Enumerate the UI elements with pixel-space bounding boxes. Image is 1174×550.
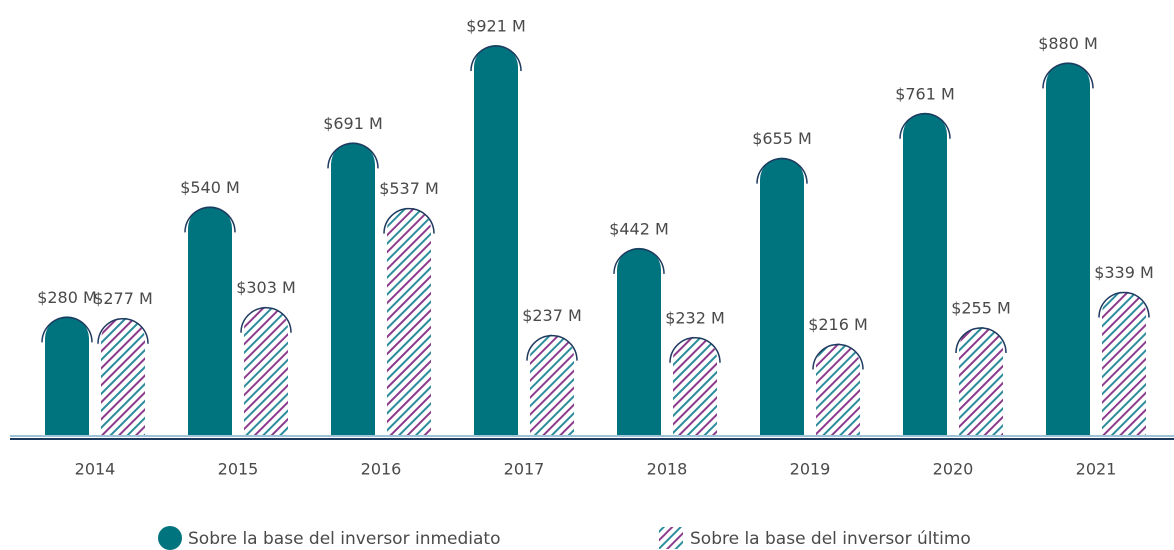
value-label: $921 M <box>466 17 526 36</box>
value-label: $880 M <box>1038 34 1098 53</box>
bar-cap <box>383 207 435 234</box>
bar-cap <box>41 316 93 343</box>
bar-cap <box>184 206 236 233</box>
x-tick-label: 2021 <box>1076 460 1117 479</box>
value-label: $537 M <box>379 179 439 198</box>
bar <box>331 142 375 435</box>
bar <box>188 206 233 435</box>
x-tick-label: 2014 <box>75 460 116 479</box>
bar-cap <box>526 334 578 361</box>
bar-cap <box>756 157 808 184</box>
bar <box>816 343 860 435</box>
bar <box>530 334 574 435</box>
value-label: $280 M <box>37 288 97 307</box>
value-label: $655 M <box>752 129 812 148</box>
bar-cap <box>1042 62 1094 89</box>
bar <box>45 316 89 435</box>
bar <box>1046 62 1090 435</box>
bar <box>959 327 1003 435</box>
legend-swatch <box>158 526 182 550</box>
bar-cap <box>613 248 665 274</box>
x-tick-label: 2018 <box>647 460 688 479</box>
x-tick-label: 2016 <box>361 460 402 479</box>
legend-label: Sobre la base del inversor inmediato <box>188 529 500 549</box>
bar <box>760 157 804 435</box>
bar-cap <box>240 307 292 333</box>
bar <box>903 112 947 435</box>
value-label: $540 M <box>180 178 240 197</box>
bar <box>474 45 518 435</box>
legend-label: Sobre la base del inversor último <box>690 529 971 549</box>
bar-cap <box>669 337 721 363</box>
x-tick-label: 2020 <box>933 460 974 479</box>
bar <box>387 207 431 435</box>
value-label: $255 M <box>951 299 1011 318</box>
bar-cap <box>812 343 864 370</box>
x-tick-label: 2017 <box>504 460 545 479</box>
x-tick-label: 2019 <box>790 460 831 479</box>
value-label: $761 M <box>895 84 955 103</box>
value-label: $442 M <box>609 219 669 238</box>
bar-cap <box>97 318 149 344</box>
value-label: $339 M <box>1094 263 1154 282</box>
bar-cap <box>899 113 951 139</box>
value-label: $216 M <box>808 315 868 334</box>
bar-cap <box>955 327 1007 354</box>
value-label: $232 M <box>665 308 725 327</box>
value-label: $303 M <box>236 278 296 297</box>
bar-cap <box>470 45 522 72</box>
bar <box>1102 291 1146 435</box>
value-label: $237 M <box>522 306 582 325</box>
bar <box>244 306 288 435</box>
bar-cap <box>1098 291 1150 318</box>
bar <box>101 317 145 435</box>
value-label: $277 M <box>93 289 153 308</box>
value-label: $691 M <box>323 114 383 133</box>
bar-cap <box>327 142 379 169</box>
x-tick-label: 2015 <box>218 460 259 479</box>
bar <box>673 336 717 435</box>
legend-swatch <box>659 527 683 549</box>
bar <box>617 247 661 435</box>
